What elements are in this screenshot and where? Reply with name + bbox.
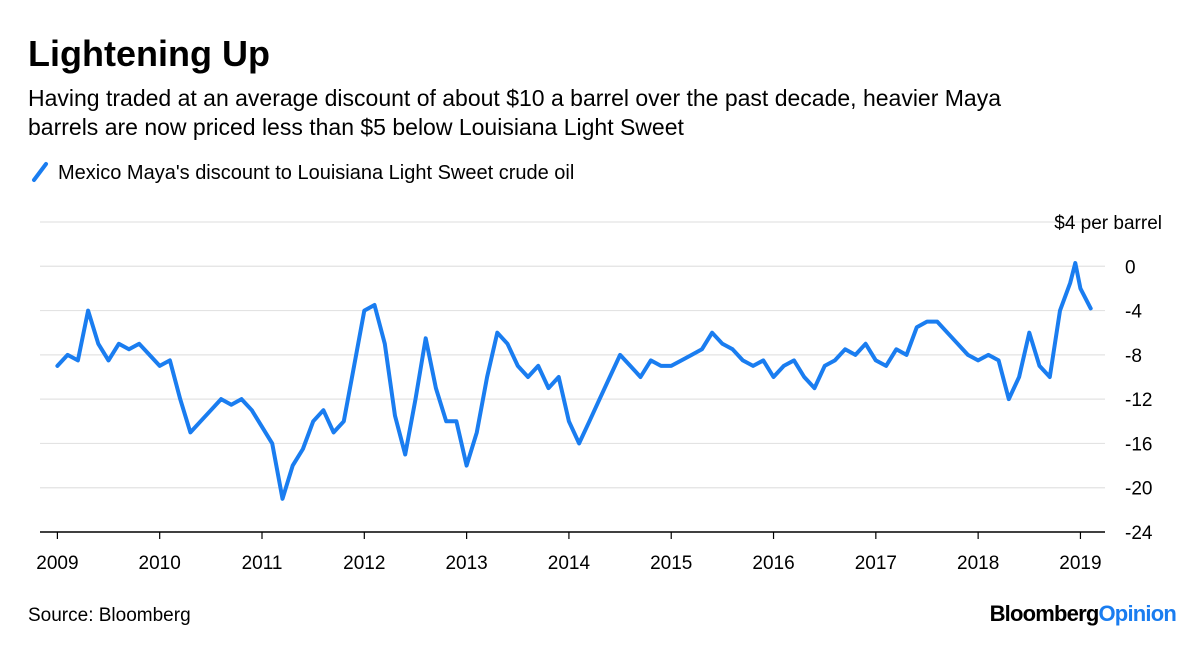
y-tick-label: 0 [1125, 257, 1136, 278]
y-tick-label: -8 [1125, 346, 1142, 367]
x-tick-label: 2011 [242, 553, 283, 574]
chart-title: Lightening Up [28, 33, 270, 74]
y-tick-label: -12 [1125, 390, 1152, 411]
x-tick-label: 2018 [957, 553, 999, 574]
subtitle: barrels are now priced less than $5 belo… [28, 114, 685, 140]
x-tick-label: 2010 [139, 553, 181, 574]
subtitle: Having traded at an average discount of … [28, 85, 1001, 111]
y-tick-label: -4 [1125, 302, 1142, 323]
x-tick-label: 2015 [650, 553, 692, 574]
y-tick-label: -16 [1125, 434, 1152, 455]
logo-accent: Opinion [1099, 601, 1177, 626]
source: Source: Bloomberg [28, 605, 191, 626]
x-tick-label: 2016 [752, 553, 794, 574]
y-tick-label: $4 per barrel [1054, 213, 1162, 234]
data-line [55, 261, 1093, 501]
x-tick-label: 2019 [1059, 553, 1101, 574]
x-tick-label: 2009 [36, 553, 78, 574]
y-tick-label: -24 [1125, 523, 1153, 544]
x-tick-label: 2014 [548, 553, 591, 574]
x-tick-label: 2013 [445, 553, 487, 574]
logo-main: Bloomberg [990, 601, 1099, 626]
x-tick-label: 2017 [855, 553, 897, 574]
legend-key [32, 162, 48, 182]
legend-label: Mexico Maya's discount to Louisiana Ligh… [58, 162, 574, 184]
y-tick-label: -20 [1125, 479, 1152, 500]
x-tick-label: 2012 [343, 553, 385, 574]
logo: BloombergOpinion [990, 601, 1177, 626]
